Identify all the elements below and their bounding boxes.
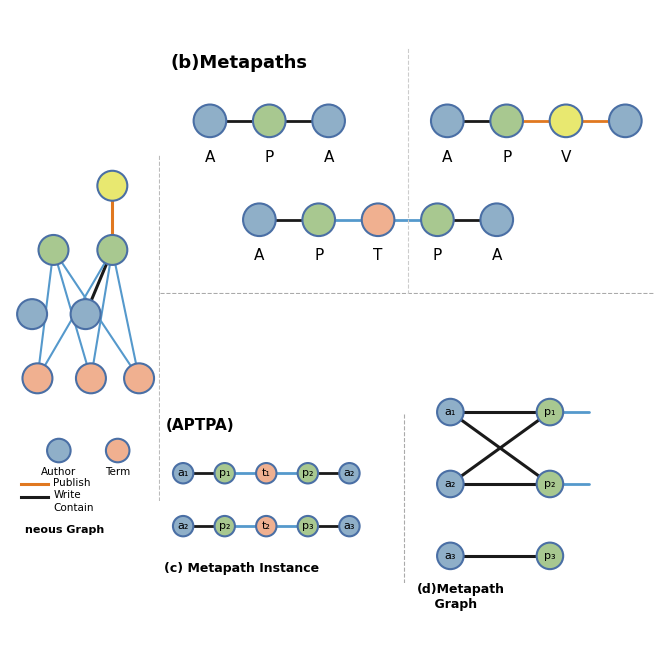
Circle shape [256,516,276,536]
Circle shape [71,299,101,329]
Text: Publish: Publish [54,477,91,487]
Text: (d)Metapath
    Graph: (d)Metapath Graph [417,583,505,611]
Text: A: A [254,248,265,263]
Circle shape [253,105,286,137]
Text: A: A [442,149,453,164]
Circle shape [194,105,226,137]
Text: T: T [373,248,383,263]
Text: p₃: p₃ [544,551,555,561]
Text: Contain: Contain [54,503,94,514]
Circle shape [536,542,563,569]
Circle shape [339,463,360,483]
Circle shape [173,516,193,536]
Text: a₃: a₃ [344,521,355,531]
Text: P: P [265,149,274,164]
Text: p₂: p₂ [219,521,231,531]
Circle shape [39,235,69,265]
Circle shape [297,463,318,483]
Circle shape [480,204,513,236]
Circle shape [98,235,127,265]
Circle shape [339,516,360,536]
Text: P: P [502,149,512,164]
Text: Term: Term [105,466,130,477]
Text: a₂: a₂ [344,468,355,478]
Text: P: P [433,248,442,263]
Circle shape [536,399,563,425]
Text: Author: Author [41,466,77,477]
Circle shape [76,364,106,393]
Circle shape [17,299,47,329]
Text: a₁: a₁ [445,407,456,417]
Text: A: A [491,248,502,263]
Circle shape [609,105,642,137]
Text: p₂: p₂ [302,468,314,478]
Text: a₂: a₂ [178,521,189,531]
Circle shape [297,516,318,536]
Text: Write: Write [54,491,81,500]
Circle shape [47,439,71,462]
Text: A: A [324,149,334,164]
Text: V: V [561,149,571,164]
Circle shape [243,204,276,236]
Text: (APTPA): (APTPA) [166,419,234,434]
Circle shape [98,171,127,200]
Circle shape [437,542,464,569]
Circle shape [256,463,276,483]
Text: a₁: a₁ [178,468,189,478]
Circle shape [421,204,454,236]
Text: A: A [205,149,215,164]
Text: t₂: t₂ [262,521,271,531]
Circle shape [312,105,345,137]
Text: p₁: p₁ [544,407,555,417]
Circle shape [550,105,582,137]
Text: a₂: a₂ [445,479,456,489]
Text: a₃: a₃ [445,551,456,561]
Text: p₂: p₂ [544,479,555,489]
Text: p₃: p₃ [302,521,314,531]
Circle shape [362,204,394,236]
Circle shape [437,399,464,425]
Text: p₁: p₁ [219,468,231,478]
Text: (b)Metapaths: (b)Metapaths [170,54,307,72]
Text: P: P [314,248,324,263]
Text: (c) Metapath Instance: (c) Metapath Instance [164,562,320,575]
Circle shape [173,463,193,483]
Circle shape [491,105,523,137]
Circle shape [431,105,464,137]
Circle shape [22,364,52,393]
Circle shape [536,471,563,497]
Circle shape [106,439,130,462]
Text: t₁: t₁ [262,468,271,478]
Circle shape [437,471,464,497]
Circle shape [303,204,335,236]
Circle shape [124,364,154,393]
Circle shape [214,516,235,536]
Circle shape [214,463,235,483]
Text: neous Graph: neous Graph [25,525,103,535]
